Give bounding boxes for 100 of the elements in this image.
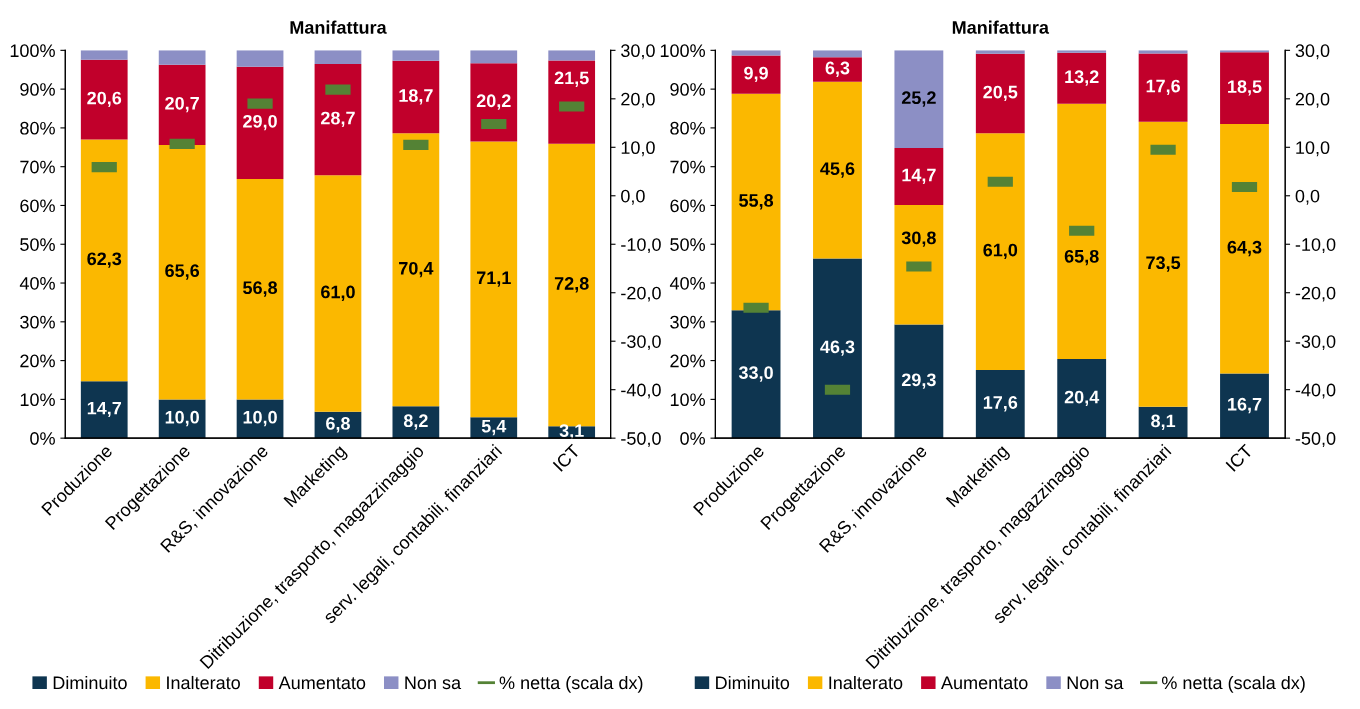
bar — [1138, 53, 1188, 122]
data-label: 6,3 — [825, 61, 850, 77]
legend-label: Inalterato — [167, 675, 240, 690]
y2-tick-label: 10,0 — [1296, 141, 1330, 157]
y-tick-label: 80% — [670, 121, 705, 135]
bar — [731, 310, 781, 439]
data-label: 70,4 — [399, 261, 434, 278]
y2-tick-label: -10,0 — [1295, 238, 1336, 254]
y-tick-label: 40% — [669, 276, 705, 290]
bar — [894, 50, 944, 149]
y-tick-label: 20% — [20, 354, 55, 368]
data-label: 21,5 — [554, 71, 589, 87]
data-label: 20,2 — [476, 94, 511, 110]
y-tick-label: 100% — [660, 44, 705, 58]
data-label: 20,4 — [1064, 390, 1100, 407]
bar — [392, 60, 440, 134]
legend-label: Inalterato — [829, 675, 903, 690]
bar — [470, 50, 518, 64]
bar — [1220, 124, 1269, 374]
y2-tick-label: -30,0 — [621, 335, 661, 351]
x-tick-label: ICT — [1225, 443, 1254, 472]
bar — [392, 406, 440, 439]
y-tick-label: 70% — [670, 160, 705, 174]
y-tick-label: 90% — [20, 83, 55, 96]
y2-tick-label: -40,0 — [1295, 383, 1336, 399]
y-tick-label: 0% — [680, 432, 705, 445]
y2-tick-label: -20,0 — [1295, 286, 1336, 302]
bar — [314, 50, 362, 64]
bar — [813, 81, 862, 259]
data-label: 61,0 — [983, 243, 1018, 260]
bar — [894, 205, 944, 325]
data-label: 61,0 — [321, 285, 355, 301]
legend-label: Diminuito — [53, 675, 127, 690]
y-tick-label: 70% — [20, 160, 55, 174]
bar — [975, 133, 1025, 370]
data-label: 17,6 — [1146, 79, 1181, 96]
y2-tick-label: -40,0 — [621, 383, 661, 399]
data-label: 10,0 — [243, 410, 277, 427]
bar — [1057, 52, 1107, 104]
data-label: 56,8 — [243, 281, 278, 297]
y-tick-label: 20% — [670, 354, 705, 368]
data-label: 8,2 — [403, 414, 428, 430]
bar — [80, 381, 128, 439]
bar — [314, 63, 362, 176]
data-label: 14,7 — [87, 401, 122, 418]
data-label: 33,0 — [738, 366, 773, 382]
bar — [894, 148, 944, 206]
bar — [236, 50, 284, 67]
chart-title: Manifattura — [952, 20, 1050, 34]
data-label: 5,4 — [481, 419, 507, 436]
bar — [1138, 406, 1188, 439]
y-tick-label: 10% — [670, 393, 705, 407]
data-label: 62,3 — [87, 252, 122, 268]
bar — [470, 63, 518, 142]
legend-label: % netta (scala dx) — [1161, 675, 1305, 693]
y2-tick-label: 30,0 — [621, 44, 655, 60]
y-tick-label: 60% — [20, 199, 55, 213]
y2-tick-label: 0,0 — [1295, 189, 1320, 205]
legend-label: Aumentato — [941, 676, 1028, 690]
y2-tick-label: 0,0 — [621, 189, 645, 205]
bar — [548, 50, 596, 61]
data-label: 20,6 — [87, 91, 122, 108]
data-label: 3,1 — [559, 424, 584, 440]
legend-label: % netta (scala dx) — [499, 675, 643, 693]
y-tick-label: 60% — [670, 199, 705, 213]
data-label: 10,0 — [165, 410, 199, 427]
bar — [1220, 373, 1269, 439]
bar — [314, 175, 362, 412]
data-label: 16,7 — [1228, 397, 1262, 414]
bar — [813, 258, 862, 439]
data-label: 6,8 — [326, 417, 350, 433]
data-label: 17,6 — [983, 396, 1018, 412]
data-label: 65,8 — [1064, 249, 1099, 266]
bar — [236, 66, 284, 180]
bar — [80, 59, 128, 140]
data-label: 25,2 — [901, 91, 936, 107]
bar — [1138, 121, 1188, 407]
y-tick-label: 80% — [20, 121, 55, 135]
y-tick-label: 0% — [30, 432, 55, 445]
data-label: 64,3 — [1227, 240, 1262, 257]
data-label: 20,7 — [165, 96, 199, 113]
data-label: 18,7 — [399, 89, 433, 105]
bar — [470, 141, 518, 418]
bar — [80, 50, 128, 60]
data-label: 73,5 — [1146, 256, 1181, 272]
data-label: 29,0 — [243, 114, 277, 131]
data-label: 14,7 — [902, 168, 936, 185]
y2-tick-label: 20,0 — [1295, 92, 1330, 108]
y2-tick-label: -30,0 — [1295, 335, 1336, 351]
bar — [158, 399, 206, 439]
bar — [975, 53, 1025, 134]
y-tick-label: 30% — [20, 315, 55, 329]
data-label: 45,6 — [820, 162, 855, 178]
data-label: 46,3 — [820, 340, 855, 356]
y2-tick-label: -20,0 — [621, 286, 661, 302]
bar — [80, 139, 128, 382]
data-label: 8,1 — [1151, 414, 1176, 430]
y2-tick-label: -50,0 — [1295, 432, 1336, 448]
y-tick-label: 30% — [670, 315, 705, 329]
bar — [236, 179, 284, 400]
